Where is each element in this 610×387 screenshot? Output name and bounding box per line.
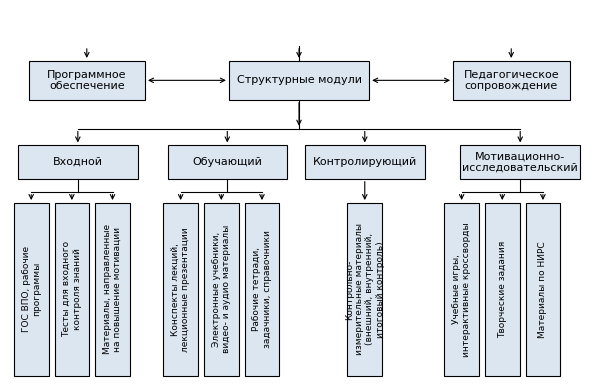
Text: Мотивационно-
исследовательский: Мотивационно- исследовательский: [462, 151, 578, 173]
Text: Материалы, направленные
на повышение мотивации: Материалы, направленные на повышение мот…: [103, 224, 122, 354]
Bar: [485, 203, 520, 376]
Bar: [526, 203, 560, 376]
Text: Контрольно-
измерительные материалы
(внешний, внутренний,
итоговый контроль): Контрольно- измерительные материалы (вне…: [345, 223, 385, 355]
Text: Рабочие тетради,
задачники, справочники: Рабочие тетради, задачники, справочники: [253, 230, 271, 348]
Text: Обучающий: Обучающий: [192, 157, 262, 167]
Bar: [163, 203, 198, 376]
Text: Входной: Входной: [53, 157, 103, 167]
Bar: [29, 61, 145, 100]
Bar: [348, 203, 382, 376]
Bar: [444, 203, 479, 376]
Text: Контролирующий: Контролирующий: [313, 157, 417, 167]
Bar: [229, 61, 369, 100]
Bar: [453, 61, 570, 100]
Text: Тесты для входного
контроля знаний: Тесты для входного контроля знаний: [62, 241, 82, 337]
Bar: [168, 146, 287, 179]
Text: Учебные игры,
интерактивные кроссворды: Учебные игры, интерактивные кроссворды: [452, 222, 472, 357]
Bar: [305, 146, 425, 179]
Bar: [245, 203, 279, 376]
Text: Конспекты лекций,
лекционные презентации: Конспекты лекций, лекционные презентации: [171, 227, 190, 352]
Text: ГОС ВПО, рабочие
программы: ГОС ВПО, рабочие программы: [21, 246, 41, 332]
Text: Электронные учебники,
видео- и аудио материалы: Электронные учебники, видео- и аудио мат…: [212, 225, 231, 353]
Text: Материалы по НИРС: Материалы по НИРС: [539, 241, 547, 337]
Text: Педагогическое
сопровождение: Педагогическое сопровождение: [464, 70, 559, 91]
Bar: [14, 203, 49, 376]
Text: Структурные модули: Структурные модули: [237, 75, 362, 86]
Bar: [54, 203, 89, 376]
Bar: [461, 146, 580, 179]
Text: Программное
обеспечение: Программное обеспечение: [47, 70, 126, 91]
Bar: [18, 146, 138, 179]
Bar: [95, 203, 130, 376]
Text: Творческие задания: Творческие задания: [498, 241, 507, 338]
Bar: [204, 203, 239, 376]
